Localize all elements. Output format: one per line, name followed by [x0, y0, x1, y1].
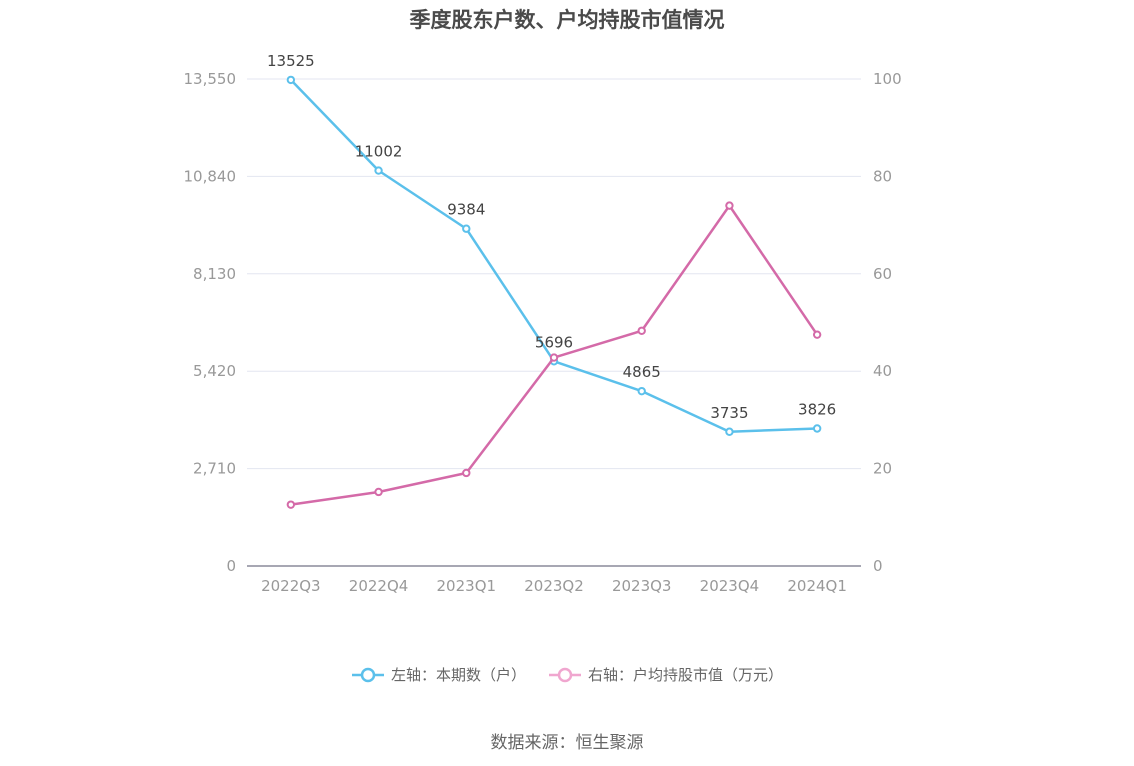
right-tick-label: 80: [873, 167, 892, 185]
chart-title: 季度股东户数、户均持股市值情况: [409, 8, 725, 32]
data-point: [637, 326, 646, 335]
left-tick-label: 0: [226, 557, 236, 575]
right-tick-label: 100: [873, 70, 902, 88]
x-tick-label: 2023Q3: [612, 577, 672, 595]
left-tick-label: 10,840: [184, 167, 237, 185]
legend-label-left: 左轴：本期数（户）: [390, 666, 526, 684]
data-point: [462, 224, 471, 233]
x-tick-label: 2022Q4: [349, 577, 409, 595]
data-label: 13525: [267, 52, 315, 70]
data-point: [637, 386, 646, 396]
series-group: 13525 11002 9384 5696 4865 3735 3826: [267, 52, 836, 509]
legend-item-left[interactable]: 左轴：本期数（户）: [351, 664, 526, 685]
left-axis-ticks: 0 2,710 5,420 8,130 10,840 13,550: [184, 70, 237, 575]
legend-swatch-left-icon: [351, 667, 384, 682]
data-point: [549, 353, 559, 362]
left-tick-label: 13,550: [184, 70, 237, 88]
data-point: [725, 201, 734, 210]
legend: 左轴：本期数（户） 右轴：户均持股市值（万元）: [0, 664, 1134, 685]
grid-lines: [247, 78, 861, 567]
x-tick-label: 2024Q1: [787, 577, 847, 595]
series-line-0: [289, 79, 818, 434]
data-point: [374, 166, 383, 175]
data-point: [462, 468, 471, 478]
data-label: 5696: [535, 333, 573, 351]
right-tick-label: 20: [873, 460, 892, 478]
data-point: [812, 424, 822, 433]
data-point: [812, 330, 822, 339]
data-label: 3735: [710, 404, 748, 422]
data-label: 9384: [447, 201, 485, 219]
data-label: 4865: [623, 363, 661, 381]
left-tick-label: 2,710: [193, 460, 236, 478]
data-point: [374, 487, 383, 497]
legend-label-right: 右轴：户均持股市值（万元）: [588, 666, 784, 684]
x-tick-label: 2023Q2: [524, 577, 584, 595]
right-tick-label: 40: [873, 362, 892, 380]
x-tick-label: 2022Q3: [261, 577, 321, 595]
data-point: [286, 500, 296, 509]
right-axis-ticks: 0 20 40 60 80 100: [873, 70, 902, 575]
left-tick-label: 5,420: [193, 362, 236, 380]
data-label: 11002: [355, 143, 403, 161]
data-source: 数据来源：恒生聚源: [490, 733, 644, 753]
x-axis-ticks: 2022Q3 2022Q4 2023Q1 2023Q2 2023Q3 2023Q4 2024…: [261, 577, 847, 595]
right-tick-label: 0: [873, 557, 883, 575]
x-tick-label: 2023Q1: [437, 577, 497, 595]
right-tick-label: 60: [873, 265, 892, 283]
data-point: [725, 427, 734, 436]
data-point: [286, 75, 296, 85]
legend-item-right[interactable]: 右轴：户均持股市值（万元）: [548, 664, 783, 685]
x-tick-label: 2023Q4: [700, 577, 760, 595]
left-tick-label: 8,130: [193, 265, 236, 283]
legend-swatch-right-icon: [549, 667, 581, 682]
data-label: 3826: [798, 400, 836, 418]
